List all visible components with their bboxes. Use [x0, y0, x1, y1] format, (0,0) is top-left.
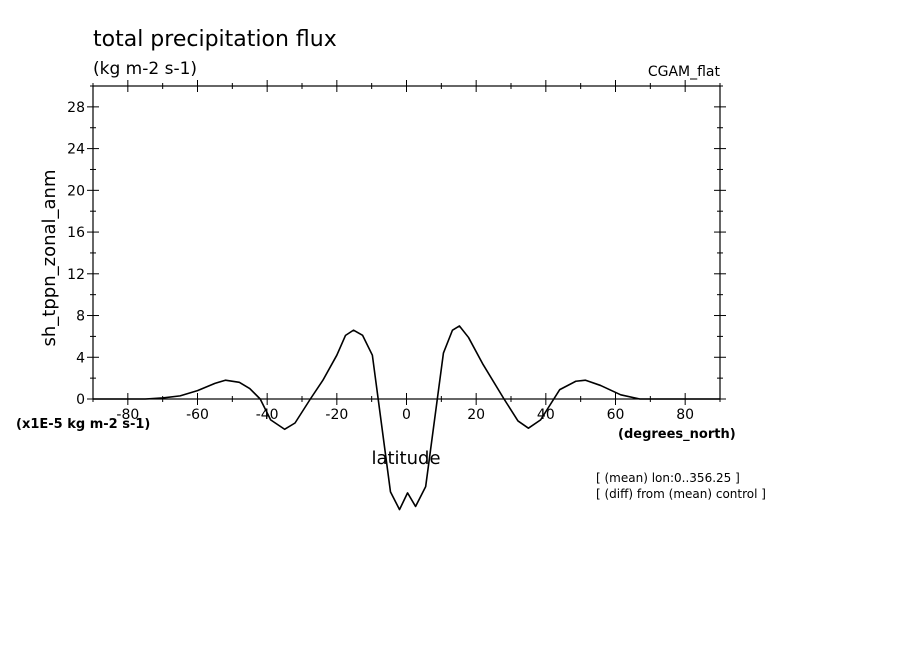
x-tick-label: -60 [186, 407, 209, 423]
x-tick-label: -20 [325, 407, 348, 423]
y-tick-label: 20 [67, 183, 85, 199]
y-tick-label: 0 [76, 392, 85, 408]
dataset-label: CGAM_flat [648, 64, 721, 80]
y-tick-label: 16 [67, 225, 85, 241]
y-tick-label: 12 [67, 267, 85, 283]
x-tick-label: 60 [607, 407, 625, 423]
chart-title: total precipitation flux [93, 27, 337, 52]
note: [ (mean) lon:0..356.25 ] [596, 471, 740, 485]
x-tick-label: 20 [467, 407, 485, 423]
x-tick-label: -40 [256, 407, 279, 423]
y-tick-label: 4 [76, 350, 85, 366]
x-tick-label: -80 [116, 407, 139, 423]
y-units: (x1E-5 kg m-2 s-1) [16, 417, 150, 432]
y-tick-label: 24 [67, 142, 85, 158]
data-line [93, 325, 720, 511]
x-tick-label: 80 [676, 407, 694, 423]
x-axis-label: latitude [371, 448, 440, 469]
x-tick-label: 0 [402, 407, 411, 423]
y-axis-label: sh_tppn_zonal_anm [39, 170, 60, 347]
y-tick-label: 28 [67, 100, 85, 116]
note: [ (diff) from (mean) control ] [596, 487, 766, 501]
chart-subtitle: (kg m-2 s-1) [93, 59, 197, 79]
y-tick-label: 8 [76, 309, 85, 325]
x-units: (degrees_north) [618, 427, 736, 442]
